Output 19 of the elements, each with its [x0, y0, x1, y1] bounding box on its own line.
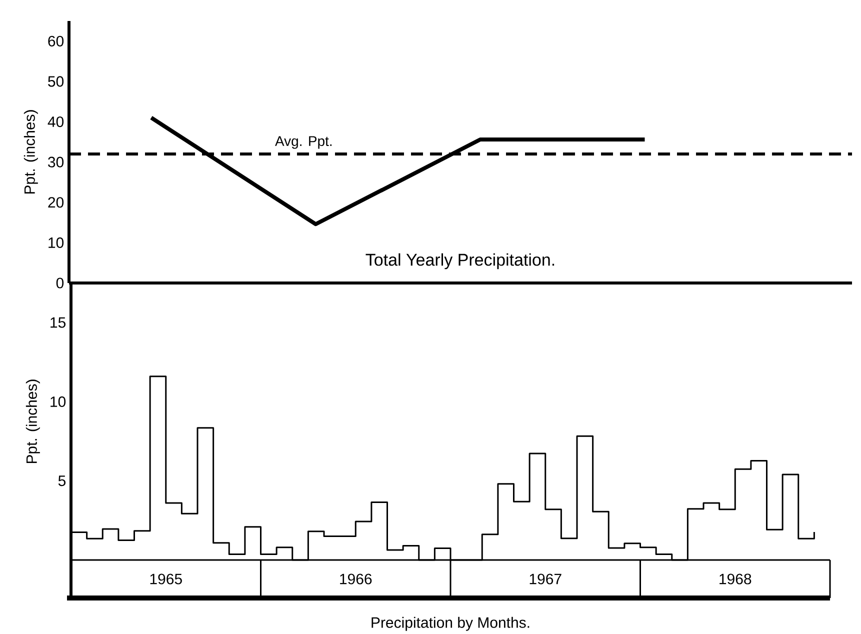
y-tick-label: 30 — [48, 156, 64, 168]
y-tick-label: 10 — [50, 396, 66, 408]
y-tick-label: 20 — [48, 197, 64, 208]
y-tick-label: 15 — [50, 317, 66, 328]
ref-line-label: Avg. Ppt. — [275, 136, 332, 149]
y-tick-label: 60 — [48, 36, 64, 46]
x-tick-label: 1966 — [340, 574, 372, 584]
y-axis-title: Ppt. (inches) — [26, 380, 40, 464]
y-tick-label: 5 — [58, 476, 66, 486]
text: Total Yearly Precipitation. — [366, 253, 554, 270]
x-tick-label: 1965 — [150, 574, 182, 584]
x-axis-title: Precipitation by Months. — [372, 616, 530, 631]
y-tick-label: 10 — [48, 237, 64, 248]
y-tick-label: 50 — [48, 76, 64, 87]
x-tick-label: 1967 — [530, 574, 562, 584]
y-tick-label: 0 — [56, 278, 64, 288]
y-axis-title: Ppt. (inches) — [24, 110, 38, 194]
y-tick-label: 40 — [48, 116, 64, 128]
x-tick-label: 1968 — [720, 574, 752, 584]
